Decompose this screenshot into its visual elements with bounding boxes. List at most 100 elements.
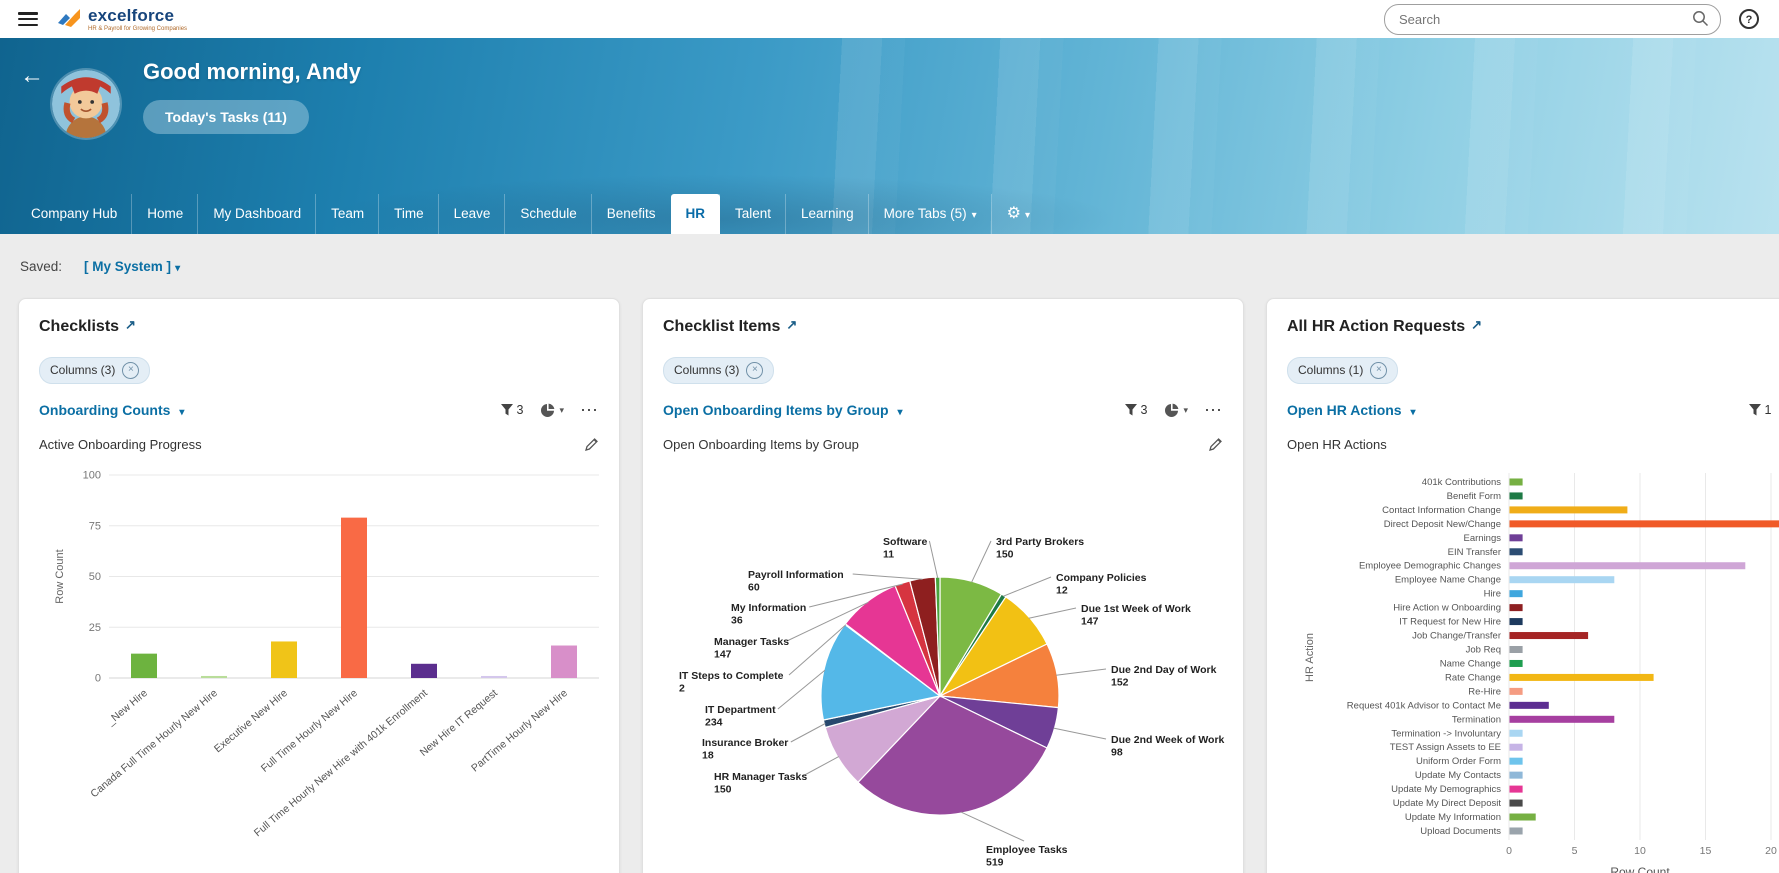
hbar-6[interactable] bbox=[1509, 562, 1746, 570]
hbar-9[interactable] bbox=[1509, 604, 1523, 612]
hbar-10[interactable] bbox=[1509, 618, 1523, 626]
nav-tab-more-tabs-5-[interactable]: More Tabs (5) ▾ bbox=[869, 194, 992, 234]
svg-text:18: 18 bbox=[702, 750, 714, 762]
saved-view-selector[interactable]: [ My System ] ▾ bbox=[84, 258, 181, 274]
filter-icon[interactable]: 3 bbox=[1124, 403, 1147, 417]
help-icon[interactable]: ? bbox=[1737, 7, 1761, 31]
bar-1[interactable] bbox=[201, 675, 227, 678]
svg-text:147: 147 bbox=[714, 649, 732, 661]
menu-icon[interactable] bbox=[18, 12, 38, 26]
card-checklist-items: Checklist Items ↗ Columns (3) × Open Onb… bbox=[642, 298, 1244, 873]
logo-mark-icon bbox=[58, 9, 80, 27]
more-options-icon[interactable]: ⋯ bbox=[1204, 400, 1223, 420]
nav-tab-schedule[interactable]: Schedule bbox=[505, 194, 591, 234]
svg-text:519: 519 bbox=[986, 857, 1004, 869]
hbar-19[interactable] bbox=[1509, 743, 1523, 751]
saved-bar: Saved: [ My System ] ▾ bbox=[0, 234, 1779, 298]
nav-tab-team[interactable]: Team bbox=[316, 194, 379, 234]
nav-tab-talent[interactable]: Talent bbox=[720, 194, 786, 234]
nav-tab-company-hub[interactable]: Company Hub bbox=[31, 206, 118, 221]
search-input[interactable] bbox=[1384, 3, 1721, 35]
hbar-21[interactable] bbox=[1509, 771, 1523, 779]
filter-icon[interactable]: 1 bbox=[1748, 403, 1771, 417]
svg-text:75: 75 bbox=[89, 520, 101, 532]
todays-tasks-button[interactable]: Today's Tasks (11) bbox=[143, 100, 309, 134]
columns-chip[interactable]: Columns (3) × bbox=[39, 356, 151, 384]
hbar-7[interactable] bbox=[1509, 576, 1615, 584]
bar-3[interactable] bbox=[341, 517, 367, 678]
hbar-4[interactable] bbox=[1509, 534, 1523, 542]
svg-text:HR Action: HR Action bbox=[1304, 633, 1316, 682]
hbar-12[interactable] bbox=[1509, 646, 1523, 653]
hbar-25[interactable] bbox=[1509, 827, 1523, 835]
chart-subtitle: Open Onboarding Items by Group bbox=[663, 436, 859, 452]
edit-icon[interactable] bbox=[1208, 437, 1223, 452]
edit-icon[interactable] bbox=[584, 437, 599, 452]
logo-name: excelforce bbox=[88, 5, 175, 25]
nav-tab-benefits[interactable]: Benefits bbox=[592, 194, 671, 234]
filter-icon[interactable]: 3 bbox=[500, 403, 523, 417]
external-link-icon[interactable]: ↗ bbox=[125, 317, 136, 332]
remove-chip-icon[interactable]: × bbox=[746, 361, 764, 379]
chart-type-icon[interactable]: ▾ bbox=[539, 402, 564, 419]
nav-tab-my-dashboard[interactable]: My Dashboard bbox=[198, 194, 316, 234]
nav-tab-learning[interactable]: Learning bbox=[786, 194, 869, 234]
nav-tab-time[interactable]: Time bbox=[379, 194, 439, 234]
view-selector[interactable]: Open HR Actions ▾ bbox=[1287, 402, 1416, 418]
remove-chip-icon[interactable]: × bbox=[1370, 361, 1388, 379]
hbar-13[interactable] bbox=[1509, 659, 1523, 667]
svg-text:Employee Demographic Changes: Employee Demographic Changes bbox=[1359, 561, 1501, 572]
hbar-15[interactable] bbox=[1509, 687, 1523, 695]
excelforce-logo[interactable]: excelforce HR & Payroll for Growing Comp… bbox=[56, 7, 187, 32]
svg-text:Benefit Form: Benefit Form bbox=[1447, 491, 1501, 502]
nav-tab-leave[interactable]: Leave bbox=[439, 194, 506, 234]
svg-text:Employee Tasks: Employee Tasks bbox=[986, 844, 1068, 856]
svg-text:Software: Software bbox=[883, 536, 928, 548]
bar-5[interactable] bbox=[481, 675, 507, 678]
svg-text:?: ? bbox=[1746, 14, 1753, 26]
nav-tab-home[interactable]: Home bbox=[132, 194, 198, 234]
bar-4[interactable] bbox=[411, 663, 437, 678]
columns-chip[interactable]: Columns (3) × bbox=[663, 356, 775, 384]
hbar-16[interactable] bbox=[1509, 701, 1549, 709]
bar-0[interactable] bbox=[131, 653, 157, 678]
hbar-23[interactable] bbox=[1509, 799, 1523, 807]
avatar[interactable] bbox=[52, 70, 120, 138]
svg-text:98: 98 bbox=[1111, 747, 1123, 759]
hbar-17[interactable] bbox=[1509, 715, 1615, 723]
nav-tab-hr[interactable]: HR bbox=[670, 194, 720, 234]
svg-text:20: 20 bbox=[1765, 845, 1777, 857]
chart-type-icon[interactable]: ▾ bbox=[1163, 402, 1188, 419]
settings-gear-menu[interactable]: ⚙ ▾ bbox=[992, 194, 1045, 234]
hbar-8[interactable] bbox=[1509, 590, 1523, 598]
hbar-20[interactable] bbox=[1509, 757, 1523, 765]
hbar-22[interactable] bbox=[1509, 785, 1523, 793]
hbar-24[interactable] bbox=[1509, 813, 1536, 821]
view-selector[interactable]: Onboarding Counts ▾ bbox=[39, 402, 185, 418]
hbar-0[interactable] bbox=[1509, 478, 1523, 486]
svg-text:Termination -> Involuntary: Termination -> Involuntary bbox=[1391, 728, 1501, 739]
hbar-11[interactable] bbox=[1509, 632, 1589, 640]
view-selector[interactable]: Open Onboarding Items by Group ▾ bbox=[663, 402, 903, 418]
hbar-1[interactable] bbox=[1509, 492, 1523, 500]
bar-6[interactable] bbox=[551, 645, 577, 678]
svg-text:Direct Deposit New/Change: Direct Deposit New/Change bbox=[1384, 519, 1501, 530]
hbar-18[interactable] bbox=[1509, 729, 1523, 737]
bar-2[interactable] bbox=[271, 641, 297, 678]
caret-down-icon: ▾ bbox=[175, 262, 181, 274]
search-icon[interactable] bbox=[1692, 10, 1709, 32]
hbar-14[interactable] bbox=[1509, 673, 1654, 681]
remove-chip-icon[interactable]: × bbox=[122, 361, 140, 379]
back-button[interactable]: ← bbox=[20, 62, 44, 89]
hbar-3[interactable] bbox=[1509, 520, 1779, 528]
hbar-5[interactable] bbox=[1509, 548, 1523, 556]
hbar-2[interactable] bbox=[1509, 506, 1628, 514]
external-link-icon[interactable]: ↗ bbox=[786, 317, 798, 332]
more-options-icon[interactable]: ⋯ bbox=[580, 400, 599, 420]
pie-slice-5[interactable] bbox=[857, 695, 1048, 816]
columns-chip[interactable]: Columns (1) × bbox=[1287, 356, 1399, 384]
svg-text:Name Change: Name Change bbox=[1440, 658, 1501, 669]
svg-text:Update My Information: Update My Information bbox=[1405, 812, 1501, 823]
external-link-icon[interactable]: ↗ bbox=[1471, 317, 1482, 332]
